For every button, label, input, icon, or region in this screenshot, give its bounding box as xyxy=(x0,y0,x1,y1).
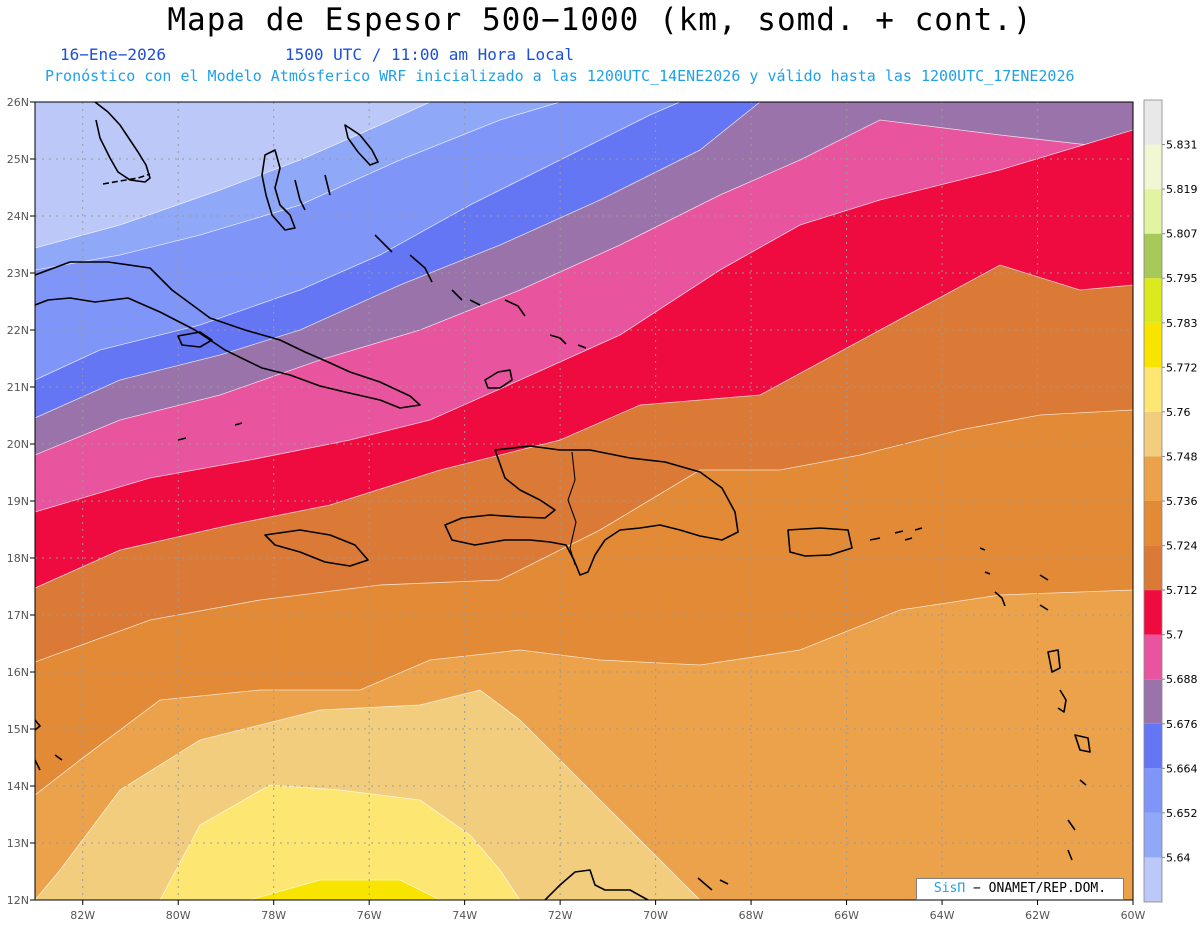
coastline-florida-keys xyxy=(102,173,151,185)
colorbar-swatch xyxy=(1144,634,1162,680)
coastline-inagua xyxy=(484,369,513,389)
coastline-lesser-antilles xyxy=(979,547,1091,891)
x-tick-label: 80W xyxy=(166,909,191,922)
colorbar-swatch xyxy=(1144,768,1162,813)
colorbar-swatch xyxy=(1144,367,1162,412)
colorbar-label: 5.772 xyxy=(1166,361,1198,374)
coastline-florida xyxy=(94,102,151,183)
coastline-cuba xyxy=(35,261,421,409)
credit-text: − ONAMET/REP.DOM. xyxy=(965,881,1107,896)
border-haiti-dr xyxy=(567,451,577,566)
thickness-band-11 xyxy=(159,784,521,900)
colorbar-swatch xyxy=(1144,545,1162,591)
axis-ticks: 82W 80W 78W 76W 74W 72W 70W 68W 66W 64W 62W 60W 12N 1… xyxy=(7,96,1146,922)
colorbar-swatch xyxy=(1144,278,1162,323)
colorbar-swatch xyxy=(1144,411,1162,457)
colorbar-swatch xyxy=(1144,812,1162,858)
colorbar-label: 5.819 xyxy=(1166,183,1198,196)
y-tick-label: 19N xyxy=(7,495,29,508)
x-tick-label: 74W xyxy=(452,909,477,922)
coastline-bahamas-eleuthera xyxy=(294,174,331,211)
colorbar-label: 5.724 xyxy=(1166,540,1198,553)
colorbar-label: 5.712 xyxy=(1166,584,1198,597)
colorbar-label: 5.64 xyxy=(1166,851,1191,864)
coastline-puerto-rico xyxy=(787,527,853,557)
y-tick-label: 24N xyxy=(7,210,29,223)
colorbar-swatch xyxy=(1144,723,1162,769)
coastline-cayman xyxy=(177,422,243,441)
thickness-field xyxy=(35,102,1133,900)
colorbar-swatch xyxy=(1144,100,1162,145)
coastline-hispaniola xyxy=(444,445,739,576)
x-tick-label: 62W xyxy=(1025,909,1050,922)
colorbar-swatch xyxy=(1144,590,1162,635)
colorbar-swatch xyxy=(1144,679,1162,724)
coastline-south-america xyxy=(544,869,649,900)
coastline-central-america xyxy=(35,719,63,771)
x-tick-label: 72W xyxy=(548,909,573,922)
colorbar-label: 5.7 xyxy=(1166,629,1184,642)
coastline-bahamas-islands xyxy=(374,234,526,317)
x-tick-label: 60W xyxy=(1121,909,1146,922)
y-tick-label: 22N xyxy=(7,324,29,337)
thickness-band-12 xyxy=(249,879,441,900)
x-tick-label: 78W xyxy=(261,909,286,922)
colorbar-label: 5.736 xyxy=(1166,495,1198,508)
x-tick-label: 68W xyxy=(739,909,764,922)
y-tick-label: 18N xyxy=(7,552,29,565)
coastline-jamaica xyxy=(264,529,369,567)
x-tick-label: 64W xyxy=(930,909,955,922)
colorbar-swatch xyxy=(1144,456,1162,501)
colorbar-label: 5.664 xyxy=(1166,762,1198,775)
colorbar-swatch xyxy=(1144,189,1162,234)
coastline-virgin-islands xyxy=(869,527,923,541)
colorbar-label: 5.652 xyxy=(1166,807,1198,820)
y-tick-label: 21N xyxy=(7,381,29,394)
forecast-time: 1500 UTC / 11:00 am Hora Local xyxy=(285,45,574,64)
forecast-date: 16−Ene−2026 xyxy=(60,45,166,64)
x-tick-label: 82W xyxy=(70,909,95,922)
map-title: Mapa de Espesor 500−1000 (km, somd. + co… xyxy=(167,2,1033,38)
colorbar-label: 5.676 xyxy=(1166,718,1198,731)
colorbar-swatch xyxy=(1144,322,1162,368)
colorbar-label: 5.831 xyxy=(1166,139,1198,152)
colorbar-label: 5.76 xyxy=(1166,406,1191,419)
x-tick-label: 70W xyxy=(643,909,668,922)
y-tick-label: 15N xyxy=(7,723,29,736)
coastline-isla-juventud xyxy=(177,331,213,348)
coastline-aruba-curacao xyxy=(697,877,729,891)
x-tick-label: 76W xyxy=(357,909,382,922)
colorbar-label: 5.807 xyxy=(1166,228,1198,241)
y-tick-label: 26N xyxy=(7,96,29,109)
colorbar-label: 5.783 xyxy=(1166,317,1198,330)
credit-box: SisΠ − ONAMET/REP.DOM. xyxy=(916,878,1124,900)
y-tick-label: 13N xyxy=(7,837,29,850)
colorbar: 5.64 5.652 5.664 5.676 5.688 5.7 5.712 5.724 5.7… xyxy=(1143,99,1198,903)
coastlines xyxy=(35,102,1091,900)
colorbar-swatch xyxy=(1144,501,1162,546)
credit-brand: SisΠ xyxy=(933,881,966,896)
y-tick-label: 20N xyxy=(7,438,29,451)
colorbar-swatch xyxy=(1144,144,1162,190)
coastline-bahamas-andros xyxy=(261,149,296,231)
lat-lon-grid xyxy=(35,102,1133,900)
forecast-info: Pronóstico con el Modelo Atmósferico WRF… xyxy=(45,67,1075,85)
colorbar-label: 5.748 xyxy=(1166,450,1198,463)
x-tick-label: 66W xyxy=(834,909,859,922)
y-tick-label: 25N xyxy=(7,153,29,166)
y-tick-label: 17N xyxy=(7,609,29,622)
colorbar-swatch xyxy=(1144,857,1162,902)
coastline-bahamas-abaco xyxy=(344,124,379,166)
colorbar-label: 5.688 xyxy=(1166,673,1198,686)
coastline-turks-caicos xyxy=(549,334,587,349)
y-tick-label: 23N xyxy=(7,267,29,280)
y-tick-label: 14N xyxy=(7,780,29,793)
colorbar-label: 5.795 xyxy=(1166,272,1198,285)
y-tick-label: 12N xyxy=(7,894,29,907)
colorbar-swatch xyxy=(1144,233,1162,279)
y-tick-label: 16N xyxy=(7,666,29,679)
